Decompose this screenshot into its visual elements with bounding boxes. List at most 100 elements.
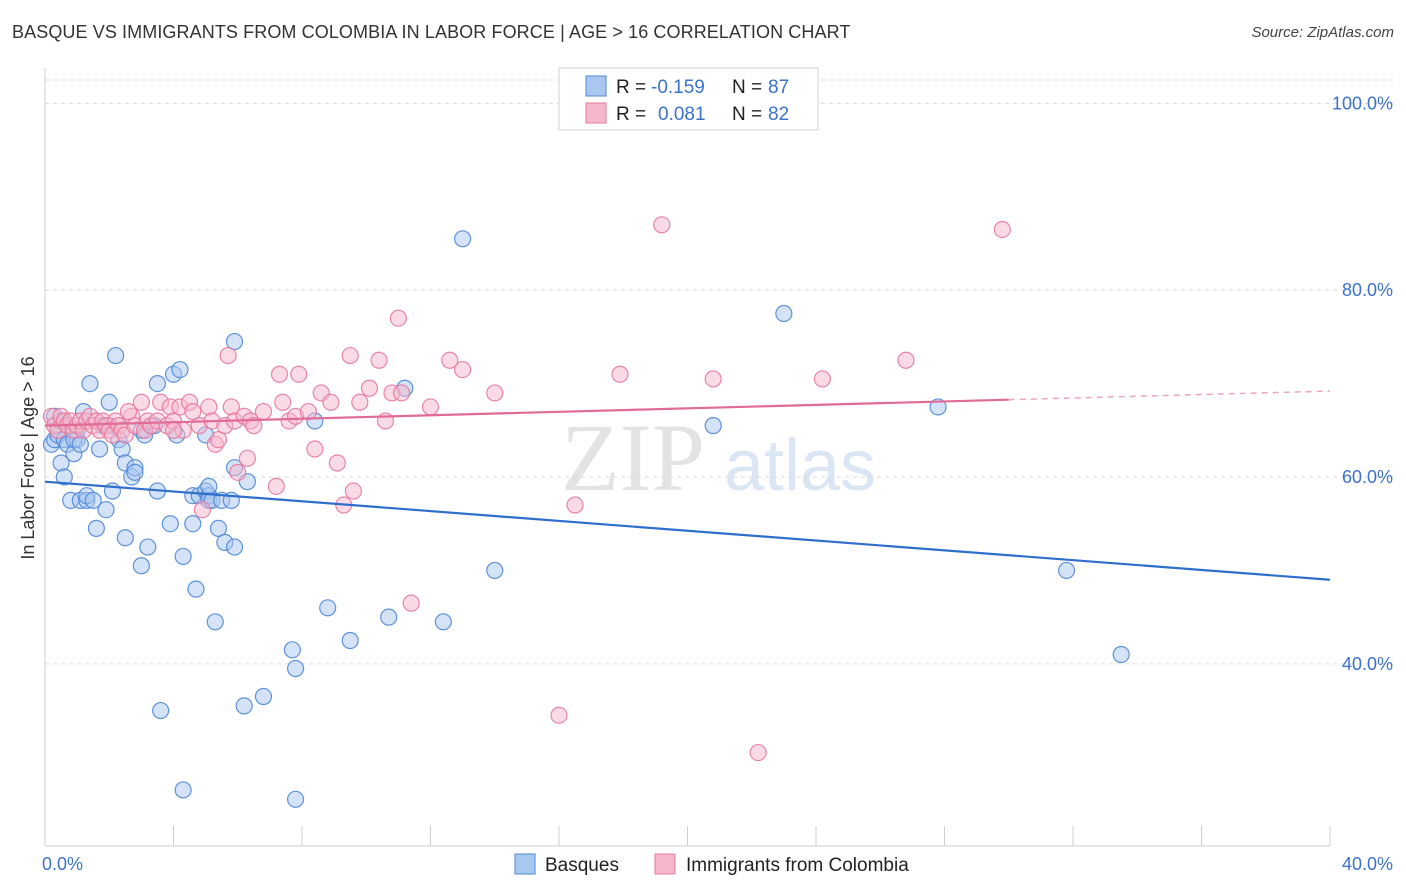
colombia-point — [290, 365, 308, 383]
basques-point — [704, 417, 722, 435]
basques-point — [1112, 645, 1130, 664]
colombia-point — [274, 393, 292, 411]
colombia-trend-line-extension — [1008, 390, 1331, 401]
colombia-point — [245, 417, 263, 435]
legend-r-value-2: 0.081 — [658, 104, 706, 125]
legend-r-label-2: R = — [616, 104, 646, 125]
colombia-trend-line — [44, 398, 1009, 427]
colombia-point — [341, 346, 359, 365]
x-tick-label: 40.0% — [1342, 854, 1393, 874]
basques-point — [139, 538, 157, 556]
x-tick-label: 0.0% — [42, 854, 83, 874]
source-credit: Source: ZipAtlas.com — [1251, 24, 1394, 41]
bottom-swatch-colombia — [654, 853, 676, 875]
colombia-point — [322, 393, 340, 411]
basques-point — [116, 529, 134, 547]
basques-point — [454, 230, 472, 248]
basques-point — [341, 631, 359, 650]
colombia-point — [328, 454, 346, 472]
basques-point — [113, 440, 131, 458]
basques-point — [254, 687, 273, 706]
colombia-point — [132, 393, 150, 411]
gridlines — [45, 79, 1395, 665]
basques-point — [174, 781, 192, 799]
colombia-point — [653, 216, 671, 234]
axes — [44, 68, 1331, 847]
basques-point — [319, 599, 337, 617]
legend-n-value-1: 87 — [768, 77, 789, 98]
colombia-point — [184, 403, 202, 421]
basques-point — [283, 641, 301, 659]
colombia-point — [749, 743, 767, 762]
basques-point — [434, 613, 452, 631]
watermark-zip: ZIP — [561, 404, 705, 511]
colombia-point — [392, 384, 411, 402]
basques-point — [206, 613, 224, 631]
basques-point — [174, 547, 192, 566]
colombia-point — [254, 403, 273, 421]
legend-n-label-1: N = — [732, 77, 762, 98]
colombia-point — [209, 431, 228, 449]
basques-point — [187, 580, 205, 598]
bottom-label-colombia: Immigrants from Colombia — [686, 855, 909, 876]
colombia-point — [229, 463, 247, 481]
x-tick-labels: 0.0% 40.0% — [42, 854, 1393, 874]
basques-point — [486, 561, 504, 580]
legend-r-label-1: R = — [616, 77, 646, 98]
y-tick-label: 60.0% — [1342, 467, 1393, 487]
basques-point — [225, 538, 244, 556]
legend-n-label-2: N = — [732, 104, 762, 125]
basques-point — [171, 360, 189, 379]
y-tick-labels: 40.0% 60.0% 80.0% 100.0% — [1332, 93, 1393, 673]
colombia-point — [219, 346, 237, 365]
y-tick-label: 100.0% — [1332, 93, 1393, 113]
bottom-label-basques: Basques — [545, 855, 619, 876]
colombia-point — [370, 351, 388, 369]
colombia-point — [813, 370, 832, 388]
colombia-point — [611, 365, 629, 383]
colombia-point — [454, 360, 472, 379]
watermark-atlas: atlas — [724, 426, 876, 506]
colombia-point — [486, 384, 504, 402]
basques-point — [91, 440, 109, 458]
basques-trend-line — [44, 480, 1331, 581]
colombia-point — [200, 398, 218, 416]
colombia-point — [267, 477, 285, 495]
basques-point — [200, 477, 218, 495]
basques-point — [81, 374, 99, 393]
colombia-point — [164, 421, 183, 439]
basques-point — [286, 659, 305, 678]
correlation-legend: R = -0.159 N = 87 R = 0.081 N = 82 — [558, 67, 819, 131]
trend-lines — [44, 390, 1331, 581]
colombia-point — [993, 220, 1011, 239]
basques-point — [286, 790, 305, 808]
colombia-point — [389, 309, 407, 327]
y-tick-label: 80.0% — [1342, 280, 1393, 300]
legend-swatch-basques — [585, 75, 607, 97]
colombia-point — [344, 482, 362, 500]
bottom-swatch-basques — [514, 853, 536, 875]
basques-point — [84, 491, 102, 509]
colombia-point — [550, 706, 568, 724]
y-tick-label: 40.0% — [1342, 654, 1393, 674]
colombia-point — [441, 351, 459, 369]
basques-point — [380, 608, 398, 626]
colombia-point — [351, 393, 369, 411]
basques-point — [97, 501, 115, 519]
basques-point — [152, 701, 170, 720]
colombia-point — [306, 440, 324, 458]
legend-n-value-2: 82 — [768, 104, 789, 125]
colombia-point — [299, 403, 318, 421]
legend-swatch-colombia — [585, 102, 607, 124]
colombia-point — [897, 351, 915, 369]
basques-point — [132, 557, 150, 575]
colombia-point — [193, 501, 212, 519]
colombia-point — [402, 594, 420, 612]
y-axis-label: In Labor Force | Age > 16 — [18, 356, 38, 559]
basques-point — [87, 519, 106, 537]
basques-point — [209, 519, 228, 537]
colombia-point — [421, 398, 440, 416]
basques-points — [42, 230, 1130, 808]
basques-point — [775, 304, 793, 323]
